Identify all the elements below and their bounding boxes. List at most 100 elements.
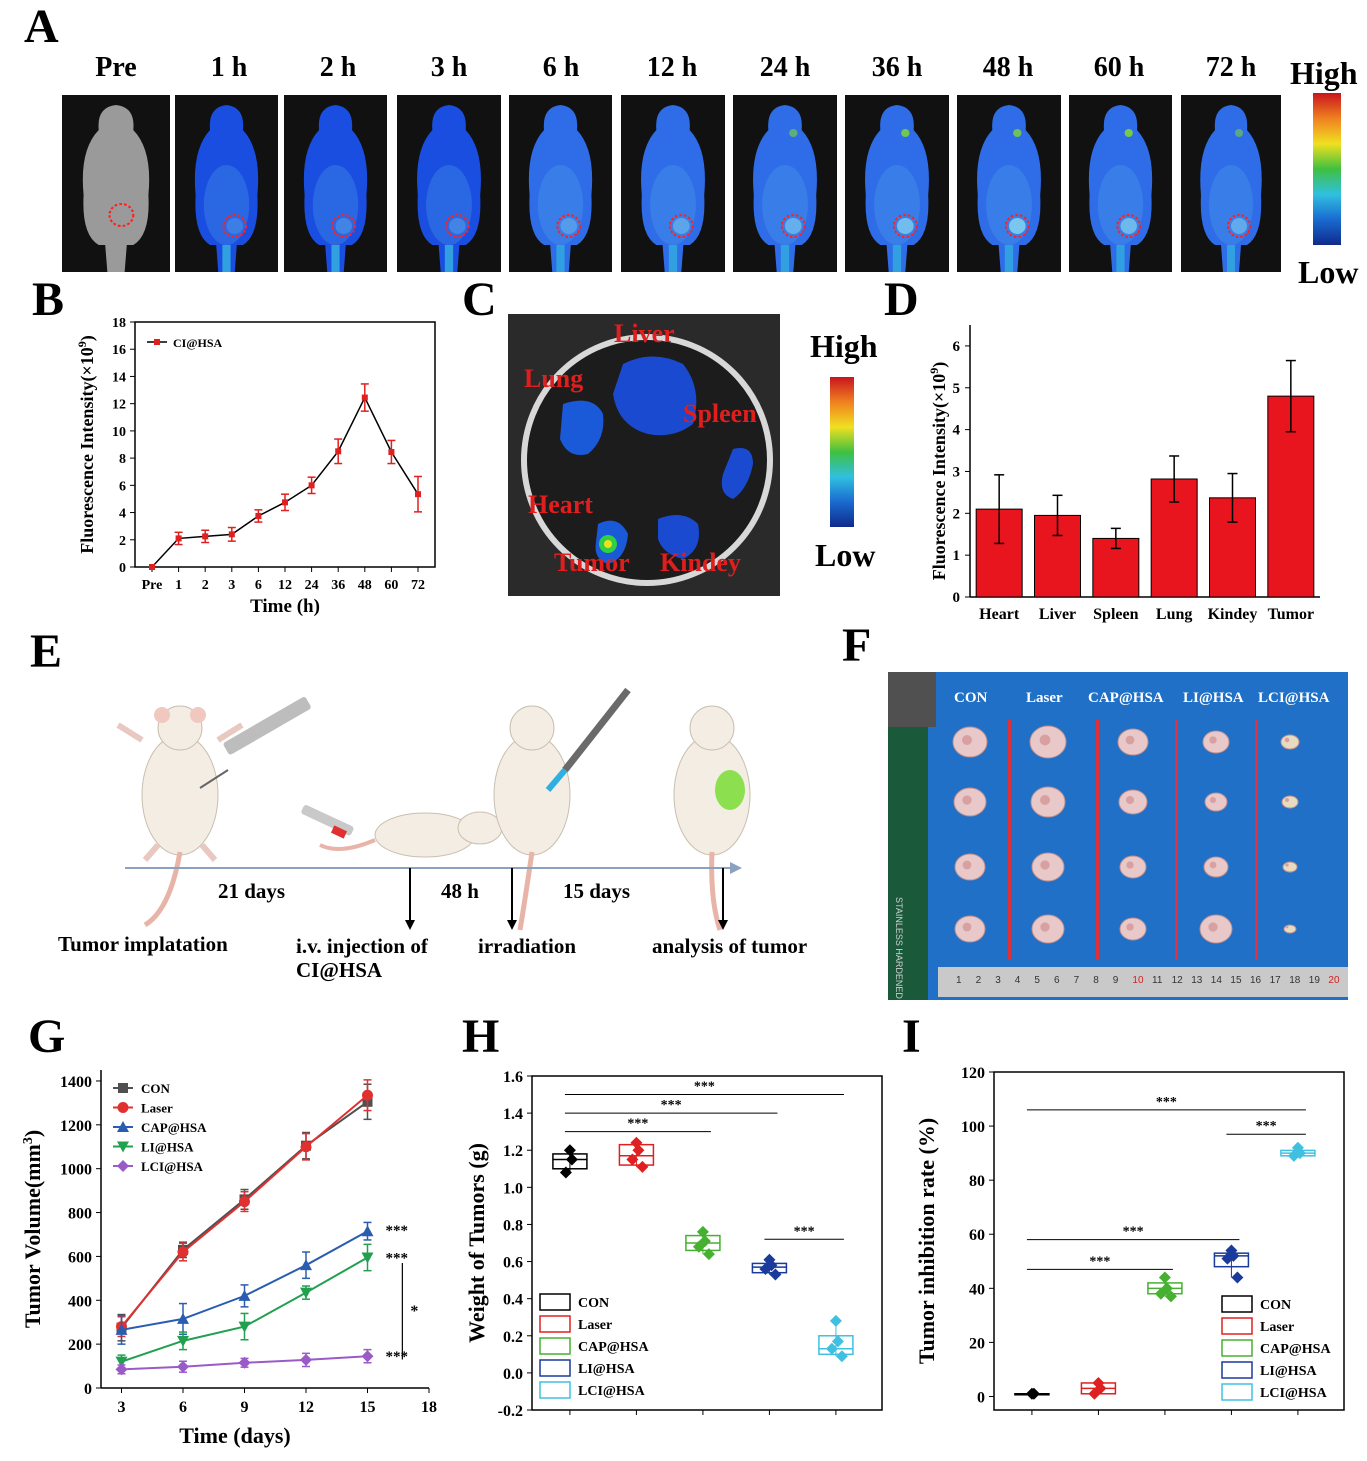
ruler-tick-label: 5 [1034, 975, 1040, 986]
tumor-detail [1284, 737, 1290, 743]
colorbar-low-label: Low [1298, 254, 1359, 290]
legend-marker [118, 1083, 128, 1093]
data-point [415, 491, 421, 498]
y-tick-label: 12 [112, 398, 126, 413]
ruler-tick-label: 7 [1073, 975, 1080, 986]
clamp [888, 672, 936, 727]
tail [780, 245, 790, 272]
tumor-sample [1281, 795, 1299, 809]
petri-dish [521, 334, 773, 586]
legend-label: LI@HSA [578, 1362, 635, 1377]
data-point [238, 1289, 251, 1301]
tumor-signal [1120, 218, 1137, 234]
x-tick-label: 1 [175, 578, 182, 593]
data-point [177, 1312, 189, 1324]
y-tick-label: 60 [969, 1227, 985, 1244]
mouse-image [845, 95, 949, 272]
tumor-signal [897, 218, 914, 234]
tumor-circle-marker [668, 214, 694, 238]
significance-label: *** [627, 1117, 648, 1132]
legend-marker [117, 1121, 129, 1132]
tumor-circle-marker [222, 214, 248, 238]
tumor-detail [1285, 925, 1289, 929]
timepoint-label: 2 h [319, 52, 357, 83]
panel-label-h: H [462, 1010, 500, 1063]
significance-label: * [410, 1303, 418, 1320]
tumor-sample [1280, 734, 1300, 750]
tumor-circle-marker [444, 214, 470, 238]
event-label: Tumor implatation [58, 932, 228, 956]
data-point [630, 1136, 643, 1149]
chart-d: 0 1 2 3 4 5 6 Heart Liver Spleen Lung Kindey Tumor Fl… [927, 325, 1320, 623]
schedule-diagram [116, 687, 751, 931]
ruler-text: STAINLESS HARDENED [894, 897, 904, 999]
data-point [1154, 1287, 1167, 1300]
data-point [308, 482, 315, 489]
y-tick-label: 18 [112, 316, 126, 331]
x-tick-label: Heart [979, 606, 1020, 623]
legend-swatch [1221, 1361, 1253, 1379]
data-point [1160, 1282, 1173, 1295]
panel-label-e: E [30, 625, 63, 678]
tumor-samples [952, 725, 1300, 944]
panel-label-f: F [842, 619, 872, 672]
tumor-signal [226, 218, 243, 234]
data-point [1158, 1271, 1171, 1284]
y-tick-label: 0.2 [503, 1329, 523, 1346]
hotspot [901, 129, 910, 137]
y-tick-label: 0.8 [503, 1217, 523, 1234]
data-point [202, 533, 209, 540]
tumor-photo: STAINLESS HARDENED 1 2 3 4 5 6 7 8 9 10 11 12 13 14 15… [888, 672, 1348, 1000]
data-point [177, 1360, 189, 1373]
tumor-detail [1126, 796, 1134, 804]
ruler-tick-label: 9 [1112, 975, 1119, 986]
tumor-detail [1040, 795, 1050, 805]
data-point [388, 448, 395, 455]
data-point [696, 1225, 709, 1238]
data-point [769, 1268, 782, 1281]
legend-label: CON [141, 1081, 171, 1096]
data-point [177, 1246, 189, 1258]
x-tick-label: 48 [358, 578, 372, 593]
significance-label: *** [386, 1223, 409, 1239]
timepoint-label: 1 h [210, 52, 248, 83]
legend-swatch [539, 1359, 571, 1377]
x-axis-title: Time (h) [250, 596, 320, 617]
y-tick-label: 1 [953, 548, 961, 564]
series-line [121, 1256, 368, 1363]
data-point [1291, 1141, 1304, 1154]
legend-swatch [1221, 1295, 1253, 1313]
y-tick-label: 0 [953, 590, 961, 606]
tumor-detail [1209, 861, 1217, 869]
group-label: LCI@HSA [1258, 690, 1330, 706]
x-tick-label: 36 [331, 578, 345, 593]
panel-label-d: D [884, 273, 919, 326]
data-point [1287, 1149, 1300, 1162]
legend-label: LI@HSA [141, 1140, 194, 1155]
x-tick-label: 24 [305, 578, 319, 593]
legend-label: Laser [141, 1101, 173, 1116]
tail [1004, 245, 1014, 272]
series-line [151, 395, 419, 568]
data-point [175, 535, 182, 542]
organ-label: Spleen [683, 399, 757, 428]
panel-label-a: A [24, 0, 59, 53]
mouse-image [509, 95, 612, 272]
data-point [282, 499, 288, 506]
mouse-image [1069, 95, 1172, 272]
fluorescence-signal [203, 165, 250, 245]
ruler-tick-label: 2 [975, 975, 982, 986]
y-tick-label: 1.4 [503, 1106, 523, 1123]
y-axis-title: Weight of Tumors (g) [464, 1143, 489, 1343]
tumor-detail [1039, 734, 1051, 746]
y-tick-label: 1400 [60, 1074, 92, 1091]
y-tick-label: 1.0 [503, 1180, 523, 1197]
data-point [636, 1160, 649, 1173]
legend-label: LCI@HSA [1260, 1386, 1328, 1401]
mouse-body [528, 105, 593, 272]
legend-marker [117, 1141, 129, 1153]
liver-tissue [613, 356, 697, 436]
tumor-sample [1203, 856, 1229, 878]
fluorescence-signal [1209, 165, 1253, 245]
tumor-signal [449, 218, 466, 234]
